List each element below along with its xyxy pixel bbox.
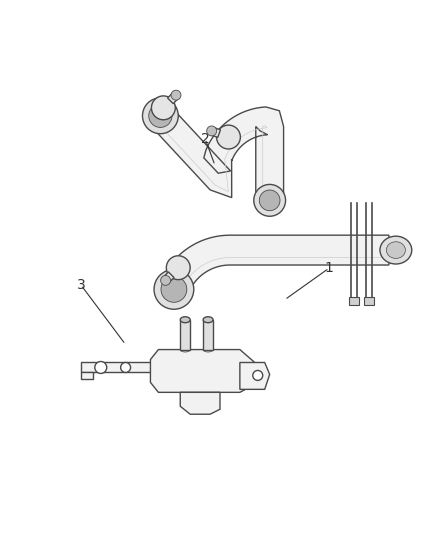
Polygon shape (364, 297, 374, 305)
Polygon shape (180, 392, 220, 414)
Ellipse shape (380, 236, 412, 264)
Text: 3: 3 (77, 278, 85, 292)
Circle shape (120, 362, 131, 373)
Ellipse shape (203, 347, 213, 352)
Polygon shape (210, 127, 220, 138)
Circle shape (207, 126, 217, 136)
Circle shape (149, 104, 172, 127)
Circle shape (171, 90, 181, 100)
Circle shape (142, 98, 178, 134)
Text: 2: 2 (201, 132, 209, 146)
Circle shape (216, 125, 240, 149)
Polygon shape (240, 362, 270, 389)
Polygon shape (150, 350, 255, 392)
Polygon shape (160, 235, 389, 295)
Polygon shape (180, 320, 190, 350)
Polygon shape (168, 92, 179, 103)
Polygon shape (203, 320, 213, 350)
Circle shape (259, 190, 280, 211)
Polygon shape (81, 362, 160, 373)
Circle shape (166, 256, 190, 280)
Polygon shape (81, 373, 93, 379)
Circle shape (161, 277, 187, 302)
Circle shape (95, 361, 107, 374)
Circle shape (254, 184, 286, 216)
Polygon shape (150, 106, 283, 200)
Ellipse shape (203, 317, 213, 322)
Circle shape (161, 276, 170, 285)
Ellipse shape (180, 347, 190, 352)
Circle shape (154, 270, 194, 309)
Polygon shape (163, 272, 174, 283)
Polygon shape (349, 297, 359, 305)
Ellipse shape (180, 317, 190, 322)
Ellipse shape (386, 242, 406, 259)
Text: 1: 1 (325, 261, 334, 275)
Circle shape (152, 96, 175, 120)
Circle shape (253, 370, 263, 381)
